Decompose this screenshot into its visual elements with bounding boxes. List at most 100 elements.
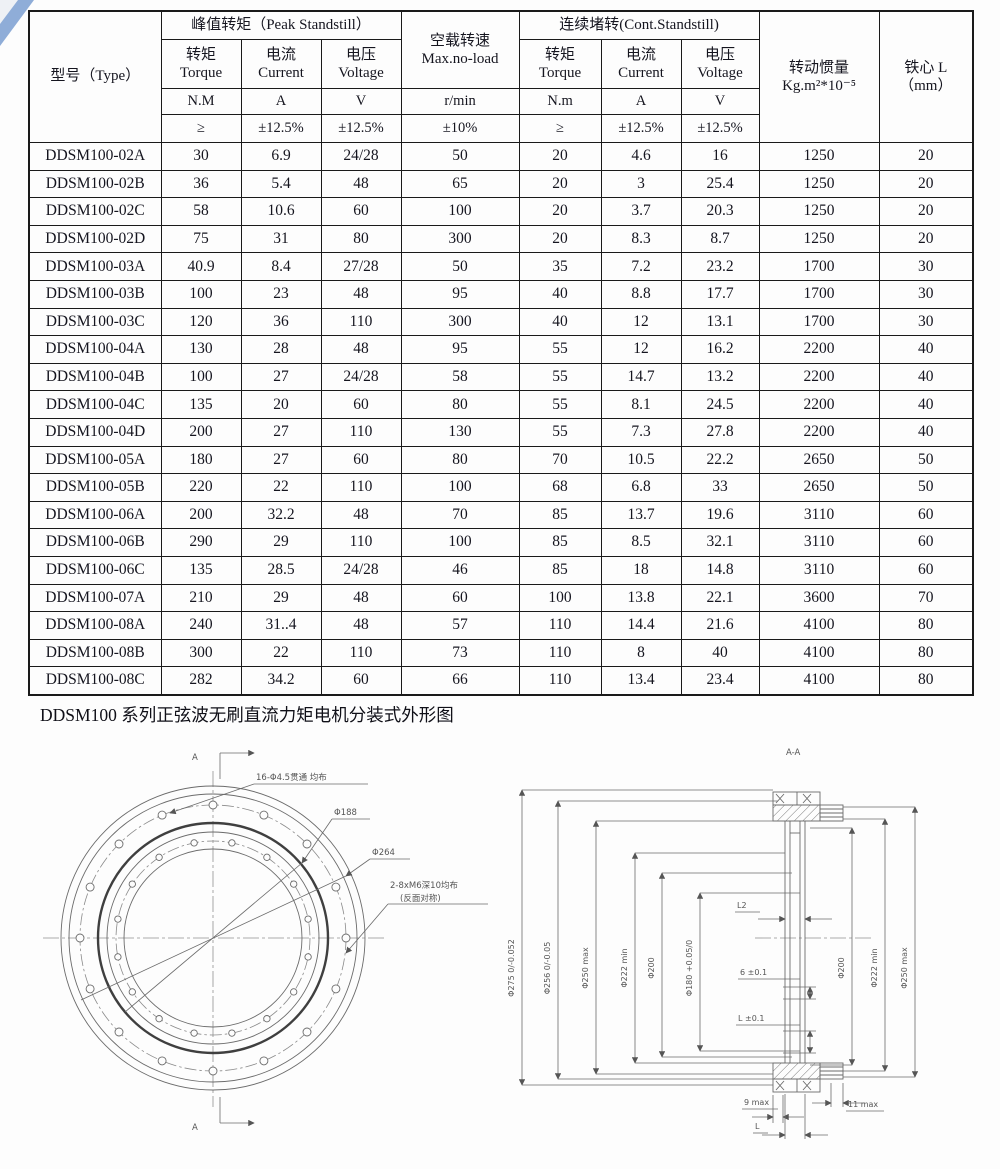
value-cell: 3110 <box>758 500 880 530</box>
value-cell: 85 <box>518 555 602 585</box>
value-cell: 20 <box>240 390 322 419</box>
value-cell: 48 <box>320 500 402 530</box>
front-view-drawing: A A 16-Φ4.5贯通 均布 Φ188 Φ264 2-8xM6深10均布 (… <box>43 749 488 1133</box>
header-voltage-peak: 电压 Voltage <box>320 39 402 89</box>
value-cell: 28.5 <box>240 555 322 585</box>
value-cell: 4.6 <box>600 142 682 171</box>
svg-text:Φ275 0/-0.052: Φ275 0/-0.052 <box>507 939 516 997</box>
value-cell: 48 <box>320 169 402 199</box>
value-cell: 60 <box>320 390 402 419</box>
value-cell: 210 <box>160 583 242 613</box>
svg-text:9 max: 9 max <box>744 1098 769 1107</box>
value-cell: 220 <box>160 473 242 502</box>
value-cell: 22.2 <box>680 445 760 475</box>
value-cell: 13.4 <box>600 666 682 696</box>
value-cell: 31..4 <box>240 611 322 640</box>
dim-9max: 9 max <box>742 1095 804 1123</box>
value-cell: 85 <box>518 500 602 530</box>
value-cell: 48 <box>320 279 402 309</box>
value-cell: 22.1 <box>680 583 760 613</box>
value-cell: 75 <box>160 224 242 254</box>
unit-cell: r/min <box>400 88 520 115</box>
value-cell: 13.8 <box>600 583 682 613</box>
tolerance-cell: ±10% <box>400 114 520 143</box>
value-cell: 40 <box>878 362 974 392</box>
svg-text:Φ200: Φ200 <box>647 957 656 979</box>
right-dimension-lines: Φ200 Φ222 min Φ250 max <box>810 806 919 1078</box>
value-cell: 34.2 <box>240 666 322 696</box>
value-cell: 48 <box>320 583 402 613</box>
table-row: DDSM100-02B 36 5.4 48 65 20 3 25.4 1250 20 <box>28 169 974 199</box>
value-cell: 8.3 <box>600 224 682 254</box>
value-cell: 12 <box>600 335 682 364</box>
value-cell: 290 <box>160 528 242 557</box>
table-header: 型号（Type） 峰值转矩（Peak Standstill） 空载转速 Max.… <box>28 10 974 143</box>
value-cell: 22 <box>240 638 322 668</box>
svg-text:L2: L2 <box>737 901 747 910</box>
value-cell: 1700 <box>758 307 880 337</box>
header-inertia-cn: 转动惯量 <box>789 59 850 76</box>
drawing-caption: DDSM100 系列正弦波无刷直流力矩电机分装式外形图 <box>40 705 454 725</box>
value-cell: 100 <box>400 197 520 226</box>
svg-text:Φ222 min: Φ222 min <box>620 948 629 987</box>
value-cell: 32.1 <box>680 528 760 557</box>
value-cell: 30 <box>160 142 242 171</box>
value-cell: 16.2 <box>680 335 760 364</box>
value-cell: 12 <box>600 307 682 337</box>
model-cell: DDSM100-03C <box>28 307 162 337</box>
value-cell: 55 <box>518 417 602 447</box>
value-cell: 36 <box>160 169 242 199</box>
unit-cell: N.M <box>160 88 242 115</box>
value-cell: 2650 <box>758 473 880 502</box>
value-cell: 8.7 <box>680 224 760 254</box>
value-cell: 20 <box>878 224 974 254</box>
svg-text:(反面对称): (反面对称) <box>400 893 441 904</box>
centerlines <box>43 771 386 1107</box>
unit-cell: N.m <box>518 88 602 115</box>
table-row: DDSM100-05A 180 27 60 80 70 10.5 22.2 2650 50 <box>28 445 974 475</box>
tolerance-cell: ±12.5% <box>600 114 682 143</box>
value-cell: 48 <box>320 611 402 640</box>
header-voltage-cont: 电压 Voltage <box>680 39 760 89</box>
value-cell: 31 <box>240 224 322 254</box>
value-cell: 68 <box>518 473 602 502</box>
tolerance-cell: ±12.5% <box>680 114 760 143</box>
value-cell: 70 <box>400 500 520 530</box>
header-core-unit: （mm） <box>899 78 953 94</box>
value-cell: 2200 <box>758 390 880 419</box>
value-cell: 80 <box>400 390 520 419</box>
value-cell: 100 <box>160 362 242 392</box>
model-cell: DDSM100-04A <box>28 335 162 364</box>
value-cell: 85 <box>518 528 602 557</box>
svg-text:L ±0.1: L ±0.1 <box>738 1014 764 1023</box>
tolerance-cell: ≥ <box>160 114 242 143</box>
table-row: DDSM100-02A 30 6.9 24/28 50 20 4.6 16 1250 20 <box>28 142 974 171</box>
value-cell: 20 <box>878 197 974 226</box>
model-cell: DDSM100-02D <box>28 224 162 254</box>
value-cell: 23 <box>240 279 322 309</box>
value-cell: 1250 <box>758 224 880 254</box>
header-inertia-unit: Kg.m²*10⁻⁵ <box>782 78 856 94</box>
tolerance-cell: ≥ <box>518 114 602 143</box>
value-cell: 13.1 <box>680 307 760 337</box>
value-cell: 1700 <box>758 252 880 281</box>
value-cell: 240 <box>160 611 242 640</box>
svg-text:Φ222 min: Φ222 min <box>870 948 879 987</box>
page-corner-decoration-inner <box>0 0 18 24</box>
header-core-cn: 铁心 L <box>904 59 948 76</box>
value-cell: 22 <box>240 473 322 502</box>
unit-cell: A <box>240 88 322 115</box>
value-cell: 95 <box>400 335 520 364</box>
value-cell: 2200 <box>758 362 880 392</box>
value-cell: 55 <box>518 362 602 392</box>
value-cell: 58 <box>400 362 520 392</box>
table-row: DDSM100-06A 200 32.2 48 70 85 13.7 19.6 3110 60 <box>28 500 974 530</box>
dim-l-tol: L ±0.1 <box>736 1014 816 1054</box>
value-cell: 60 <box>320 197 402 226</box>
value-cell: 100 <box>400 473 520 502</box>
value-cell: 40 <box>878 417 974 447</box>
svg-text:A: A <box>192 1123 198 1133</box>
value-cell: 24/28 <box>320 362 402 392</box>
header-type: 型号（Type） <box>28 10 162 143</box>
value-cell: 17.7 <box>680 279 760 309</box>
